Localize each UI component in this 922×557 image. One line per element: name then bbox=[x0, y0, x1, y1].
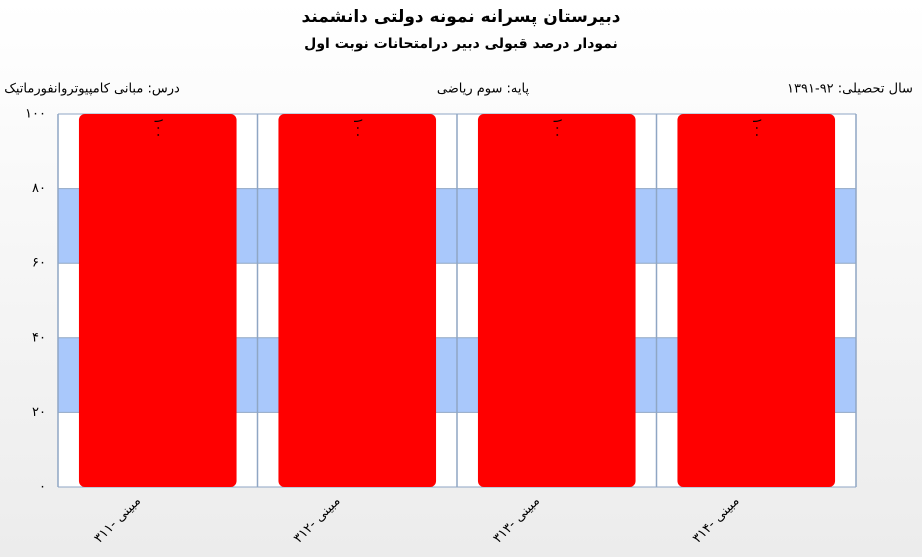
annotation: سال تحصیلی: ۹۲-۱۳۹۱ bbox=[787, 82, 913, 97]
bar bbox=[477, 114, 636, 487]
value-label: ۱۰۰ bbox=[549, 118, 564, 139]
annotation: درس: مبانی کامپیوتروانفورماتیک bbox=[4, 82, 180, 97]
value-label: ۱۰۰ bbox=[749, 118, 764, 139]
chart-title: دبیرستان پسرانه نمونه دولتی دانشمند bbox=[302, 7, 621, 27]
y-tick-label: ۲۰ bbox=[32, 405, 46, 420]
y-tick-label: ۱۰۰ bbox=[25, 107, 46, 122]
bar bbox=[677, 114, 836, 487]
value-label: ۱۰۰ bbox=[150, 118, 165, 139]
annotation: پایه: سوم ریاضی bbox=[437, 82, 530, 97]
chart-subtitle: نمودار درصد قبولی دبیر درامتحانات نوبت ا… bbox=[304, 36, 618, 52]
bar bbox=[78, 114, 237, 487]
y-tick-label: ۴۰ bbox=[32, 330, 46, 345]
y-tick-label: ۶۰ bbox=[32, 256, 46, 271]
y-tick-label: ۰ bbox=[39, 480, 46, 495]
value-label: ۱۰۰ bbox=[350, 118, 365, 139]
bar bbox=[278, 114, 437, 487]
y-tick-label: ۸۰ bbox=[32, 181, 46, 196]
